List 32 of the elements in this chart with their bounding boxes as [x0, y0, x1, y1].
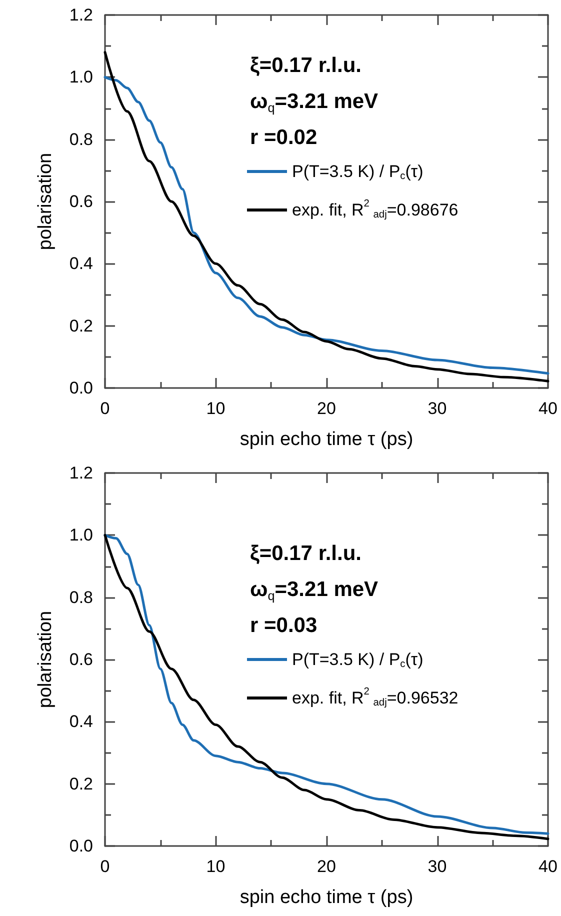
y-tick-label: 1.0 [69, 68, 93, 87]
y-tick-label: 0.6 [69, 650, 93, 669]
y-tick-label: 0.6 [69, 192, 93, 211]
y-axis-title: polarisation [35, 152, 56, 250]
x-tick-label: 10 [206, 857, 226, 876]
x-tick-label: 0 [100, 857, 110, 876]
annotation: ξ=0.17 r.l.u. [250, 54, 362, 77]
y-tick-label: 0.2 [69, 774, 93, 794]
annotation: ξ=0.17 r.l.u. [250, 542, 362, 565]
annotation: r =0.02 [250, 126, 318, 149]
y-tick-label: 1.2 [69, 6, 93, 24]
y-tick-label: 0.4 [69, 712, 93, 732]
x-tick-label: 40 [538, 857, 558, 876]
y-tick-label: 1.2 [69, 464, 93, 482]
y-tick-label: 1.0 [69, 526, 93, 545]
annotation: r =0.03 [250, 614, 318, 637]
y-tick-label: 0.8 [69, 130, 93, 149]
x-tick-label: 40 [538, 399, 558, 418]
x-axis-title: spin echo time τ (ps) [240, 887, 414, 908]
x-tick-label: 20 [317, 857, 336, 876]
y-tick-label: 0.8 [69, 588, 93, 607]
x-tick-label: 0 [100, 399, 110, 418]
x-axis-title: spin echo time τ (ps) [240, 429, 414, 450]
x-tick-label: 10 [206, 399, 226, 418]
y-tick-label: 0.0 [69, 836, 93, 856]
x-tick-label: 20 [317, 399, 336, 418]
x-tick-label: 30 [428, 399, 447, 418]
y-tick-label: 0.0 [69, 378, 93, 398]
x-tick-label: 30 [428, 857, 447, 876]
y-axis-title: polarisation [35, 610, 56, 708]
y-tick-label: 0.4 [69, 254, 93, 274]
y-tick-label: 0.2 [69, 316, 93, 336]
